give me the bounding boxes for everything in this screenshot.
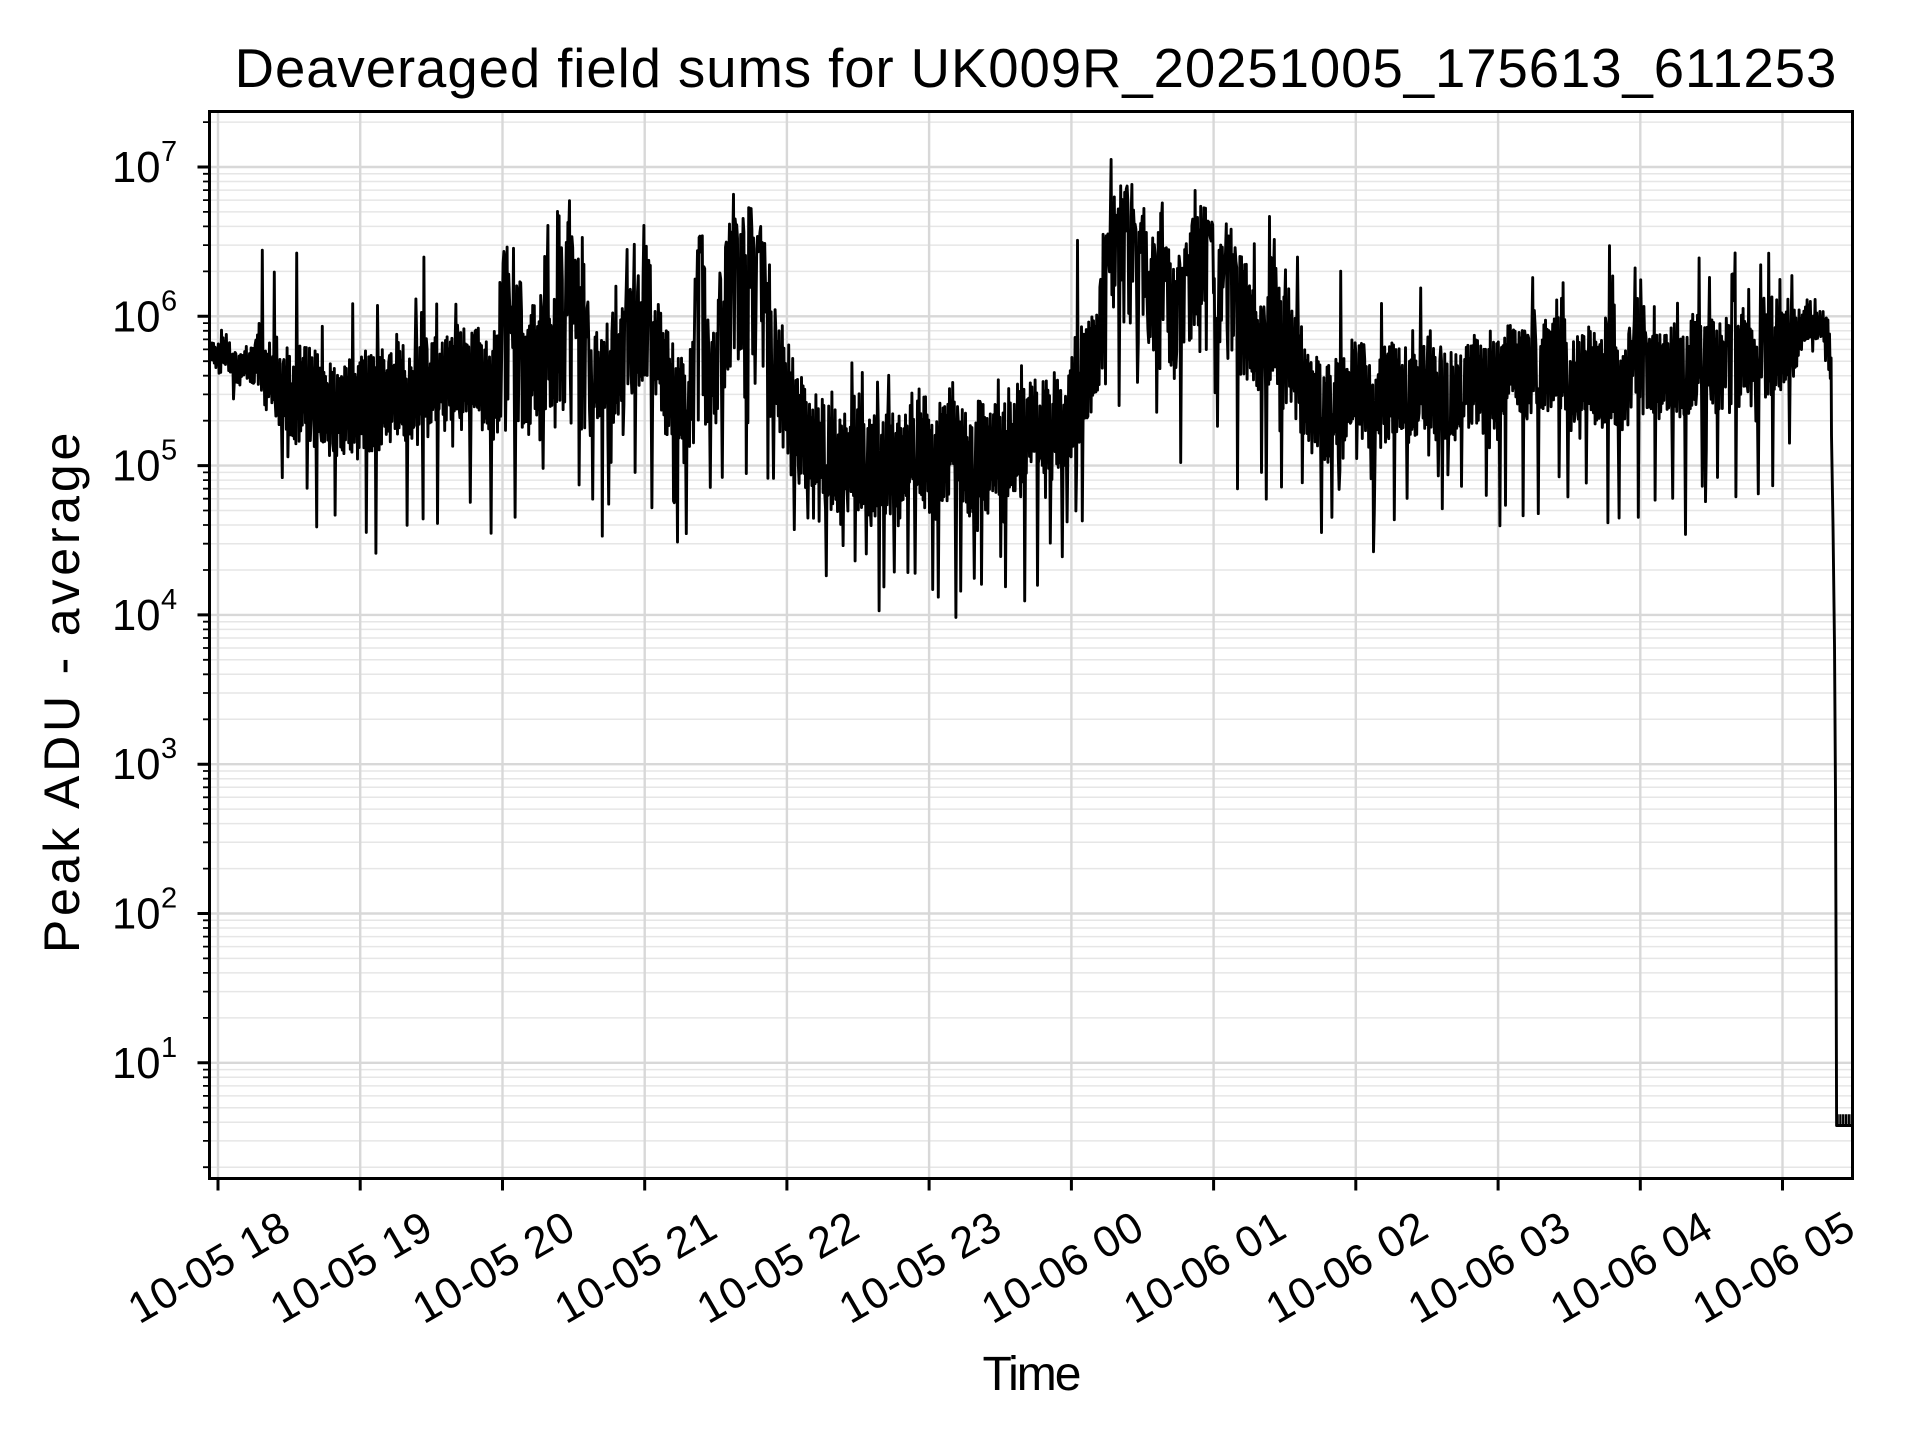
svg-text:10: 10 xyxy=(112,891,161,939)
svg-text:Deaveraged field sums for UK00: Deaveraged field sums for UK009R_2025100… xyxy=(235,38,1838,99)
svg-text:10: 10 xyxy=(112,1040,161,1088)
svg-text:10: 10 xyxy=(112,443,161,491)
svg-text:10: 10 xyxy=(112,741,161,789)
svg-text:10: 10 xyxy=(112,144,161,192)
svg-text:10: 10 xyxy=(112,293,161,341)
svg-text:Time: Time xyxy=(983,1348,1080,1401)
svg-text:5: 5 xyxy=(161,435,177,467)
svg-text:10: 10 xyxy=(112,592,161,640)
svg-text:Peak ADU - average: Peak ADU - average xyxy=(34,429,90,953)
svg-text:3: 3 xyxy=(161,733,177,765)
svg-text:1: 1 xyxy=(161,1032,177,1064)
svg-text:2: 2 xyxy=(161,883,177,915)
svg-text:6: 6 xyxy=(161,285,177,317)
svg-text:7: 7 xyxy=(161,136,177,168)
svg-text:4: 4 xyxy=(161,584,177,616)
